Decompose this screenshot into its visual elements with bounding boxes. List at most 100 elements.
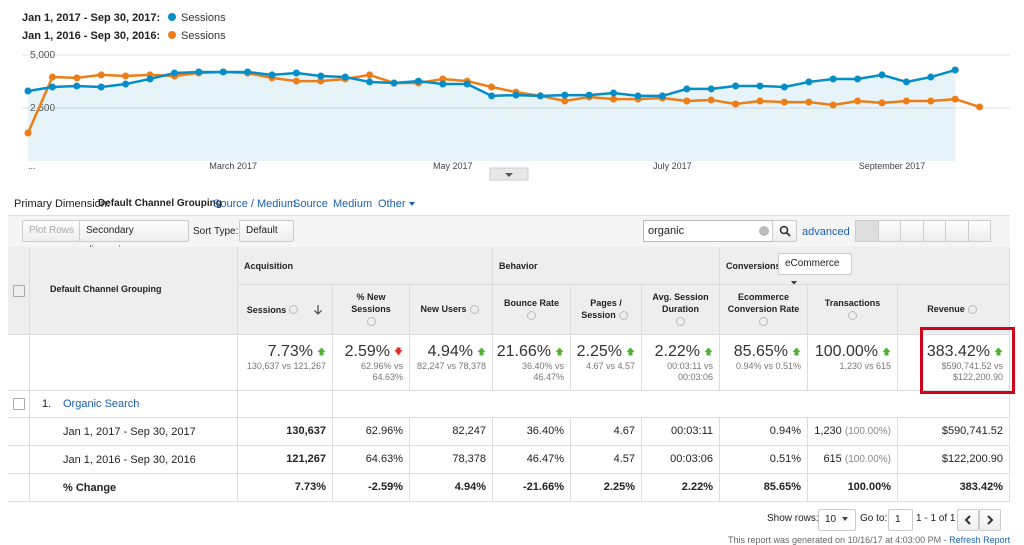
dimension-option[interactable]: Other	[378, 198, 415, 210]
clear-search-icon[interactable]	[759, 226, 769, 236]
sort-type-text[interactable]: Default	[246, 225, 278, 236]
plot-rows-button[interactable]: Plot Rows	[22, 220, 82, 242]
prev-icon[interactable]	[964, 515, 972, 525]
point	[439, 80, 447, 88]
row-label-cell: Jan 1, 2017 - Sep 30, 2017	[30, 418, 238, 446]
data-cell: 100.00%	[808, 474, 898, 502]
view-term-cloud[interactable]	[946, 221, 969, 241]
legend-label: Jan 1, 2017 - Sep 30, 2017:	[22, 12, 160, 24]
goto-input[interactable]: 1	[888, 509, 913, 531]
trend-arrow	[394, 347, 403, 356]
help-icon	[527, 311, 536, 320]
summary-compare: 62.96% vs 64.63%	[360, 361, 403, 382]
row-checkbox-cell	[8, 474, 30, 502]
summary-cell	[30, 335, 238, 391]
view-table[interactable]	[856, 221, 879, 241]
point	[927, 97, 935, 105]
cell-value: 00:03:06	[670, 453, 713, 465]
x-tick-label: May 2017	[433, 161, 473, 171]
column-header-wrap: Revenue	[927, 303, 980, 316]
dimension-option-text[interactable]: Other	[378, 198, 406, 210]
point	[146, 75, 154, 83]
point	[854, 97, 862, 105]
row-name[interactable]: Organic Search	[63, 398, 140, 410]
view-switcher[interactable]	[855, 220, 991, 242]
dimension-option[interactable]: Medium	[333, 198, 373, 210]
dimension-option[interactable]: Source	[293, 198, 328, 210]
cell-value: 78,378	[452, 453, 486, 465]
point	[902, 78, 910, 86]
sort-type-label: Sort Type:	[193, 226, 239, 237]
point	[366, 78, 374, 86]
point	[756, 82, 764, 90]
point	[561, 97, 569, 105]
magnifier-icon[interactable]	[779, 225, 791, 237]
row-checkbox-cell	[8, 418, 30, 446]
next-page[interactable]	[979, 509, 1001, 531]
row-checkbox[interactable]	[13, 398, 25, 410]
cell-value: 1,230	[814, 425, 842, 437]
column-header-cell: New Users	[410, 285, 493, 335]
legend-swatch	[168, 31, 176, 39]
row-label: Jan 1, 2016 - Sep 30, 2016	[63, 454, 196, 466]
search-box[interactable]: organic	[643, 220, 773, 242]
prev-page[interactable]	[957, 509, 979, 531]
point	[170, 69, 178, 77]
point	[366, 71, 374, 79]
column-header-cell: Ecommerce Conversion Rate	[720, 285, 808, 335]
dimension-option[interactable]: Source / Medium	[213, 198, 297, 210]
point	[878, 71, 886, 79]
point	[292, 69, 300, 77]
row-checkbox[interactable]	[13, 285, 25, 297]
cell-share: (100.00%)	[844, 426, 891, 437]
refresh-link[interactable]: Refresh Report	[949, 535, 1011, 545]
chart: Jan 1, 2017 - Sep 30, 2017: Sessions Jan 1…	[22, 12, 1010, 181]
view-comparison[interactable]	[924, 221, 946, 241]
point	[927, 73, 935, 81]
view-performance[interactable]	[901, 221, 924, 241]
column-header-cell: Pages / Session	[571, 285, 642, 335]
cell-value: 7.73%	[294, 481, 326, 493]
next-icon[interactable]	[986, 515, 994, 525]
data-cell: 4.94%	[410, 474, 493, 502]
group-selector[interactable]: eCommerce	[778, 253, 852, 284]
point	[439, 75, 447, 83]
group-header-cell: Conversions eCommerce	[720, 247, 1010, 285]
trend-arrow	[626, 347, 635, 356]
data-cell: -2.59%	[333, 474, 410, 502]
sort-type-select[interactable]: Default	[239, 220, 294, 253]
show-rows-value[interactable]: 10	[825, 514, 837, 525]
x-tick-label: July 2017	[653, 161, 692, 171]
view-pie[interactable]	[879, 221, 901, 241]
page-range: 1 - 1 of 1	[916, 513, 956, 524]
summary-compare: 4.67 vs 4.57	[585, 361, 635, 371]
point	[683, 85, 691, 93]
summary-change: 383.42%	[898, 343, 1009, 361]
point	[902, 97, 910, 105]
point	[512, 91, 520, 99]
summary-change: 85.65%	[720, 343, 807, 361]
primary-dimension-label: Primary Dimension:	[14, 198, 110, 210]
column-header: Avg. Session Duration	[652, 292, 709, 314]
sort-arrow[interactable]	[313, 304, 323, 316]
primary-dimension-selected: Default Channel Grouping	[98, 198, 222, 209]
point	[780, 83, 788, 91]
series-area	[28, 70, 956, 161]
advanced-link[interactable]: advanced	[802, 226, 850, 238]
legend-series-name: Sessions	[181, 30, 226, 42]
row-label-cell: % Change	[30, 474, 238, 502]
summary-change: 2.59%	[333, 343, 409, 361]
chart-expand-icon[interactable]	[505, 173, 513, 177]
search-button[interactable]	[772, 220, 797, 242]
show-rows-select[interactable]: 10	[818, 509, 856, 531]
point	[414, 77, 422, 85]
point	[805, 78, 813, 86]
data-cell: 2.22%	[642, 474, 720, 502]
point	[390, 79, 398, 87]
help-icon	[366, 317, 376, 326]
point	[829, 75, 837, 83]
data-cell: $122,200.90 (100.00%)	[898, 446, 1010, 474]
summary-compare: $590,741.52 vs $122,200.90	[941, 361, 1003, 382]
view-pivot[interactable]	[969, 221, 991, 241]
secondary-dimension-select[interactable]: Secondary dimension	[79, 220, 189, 256]
